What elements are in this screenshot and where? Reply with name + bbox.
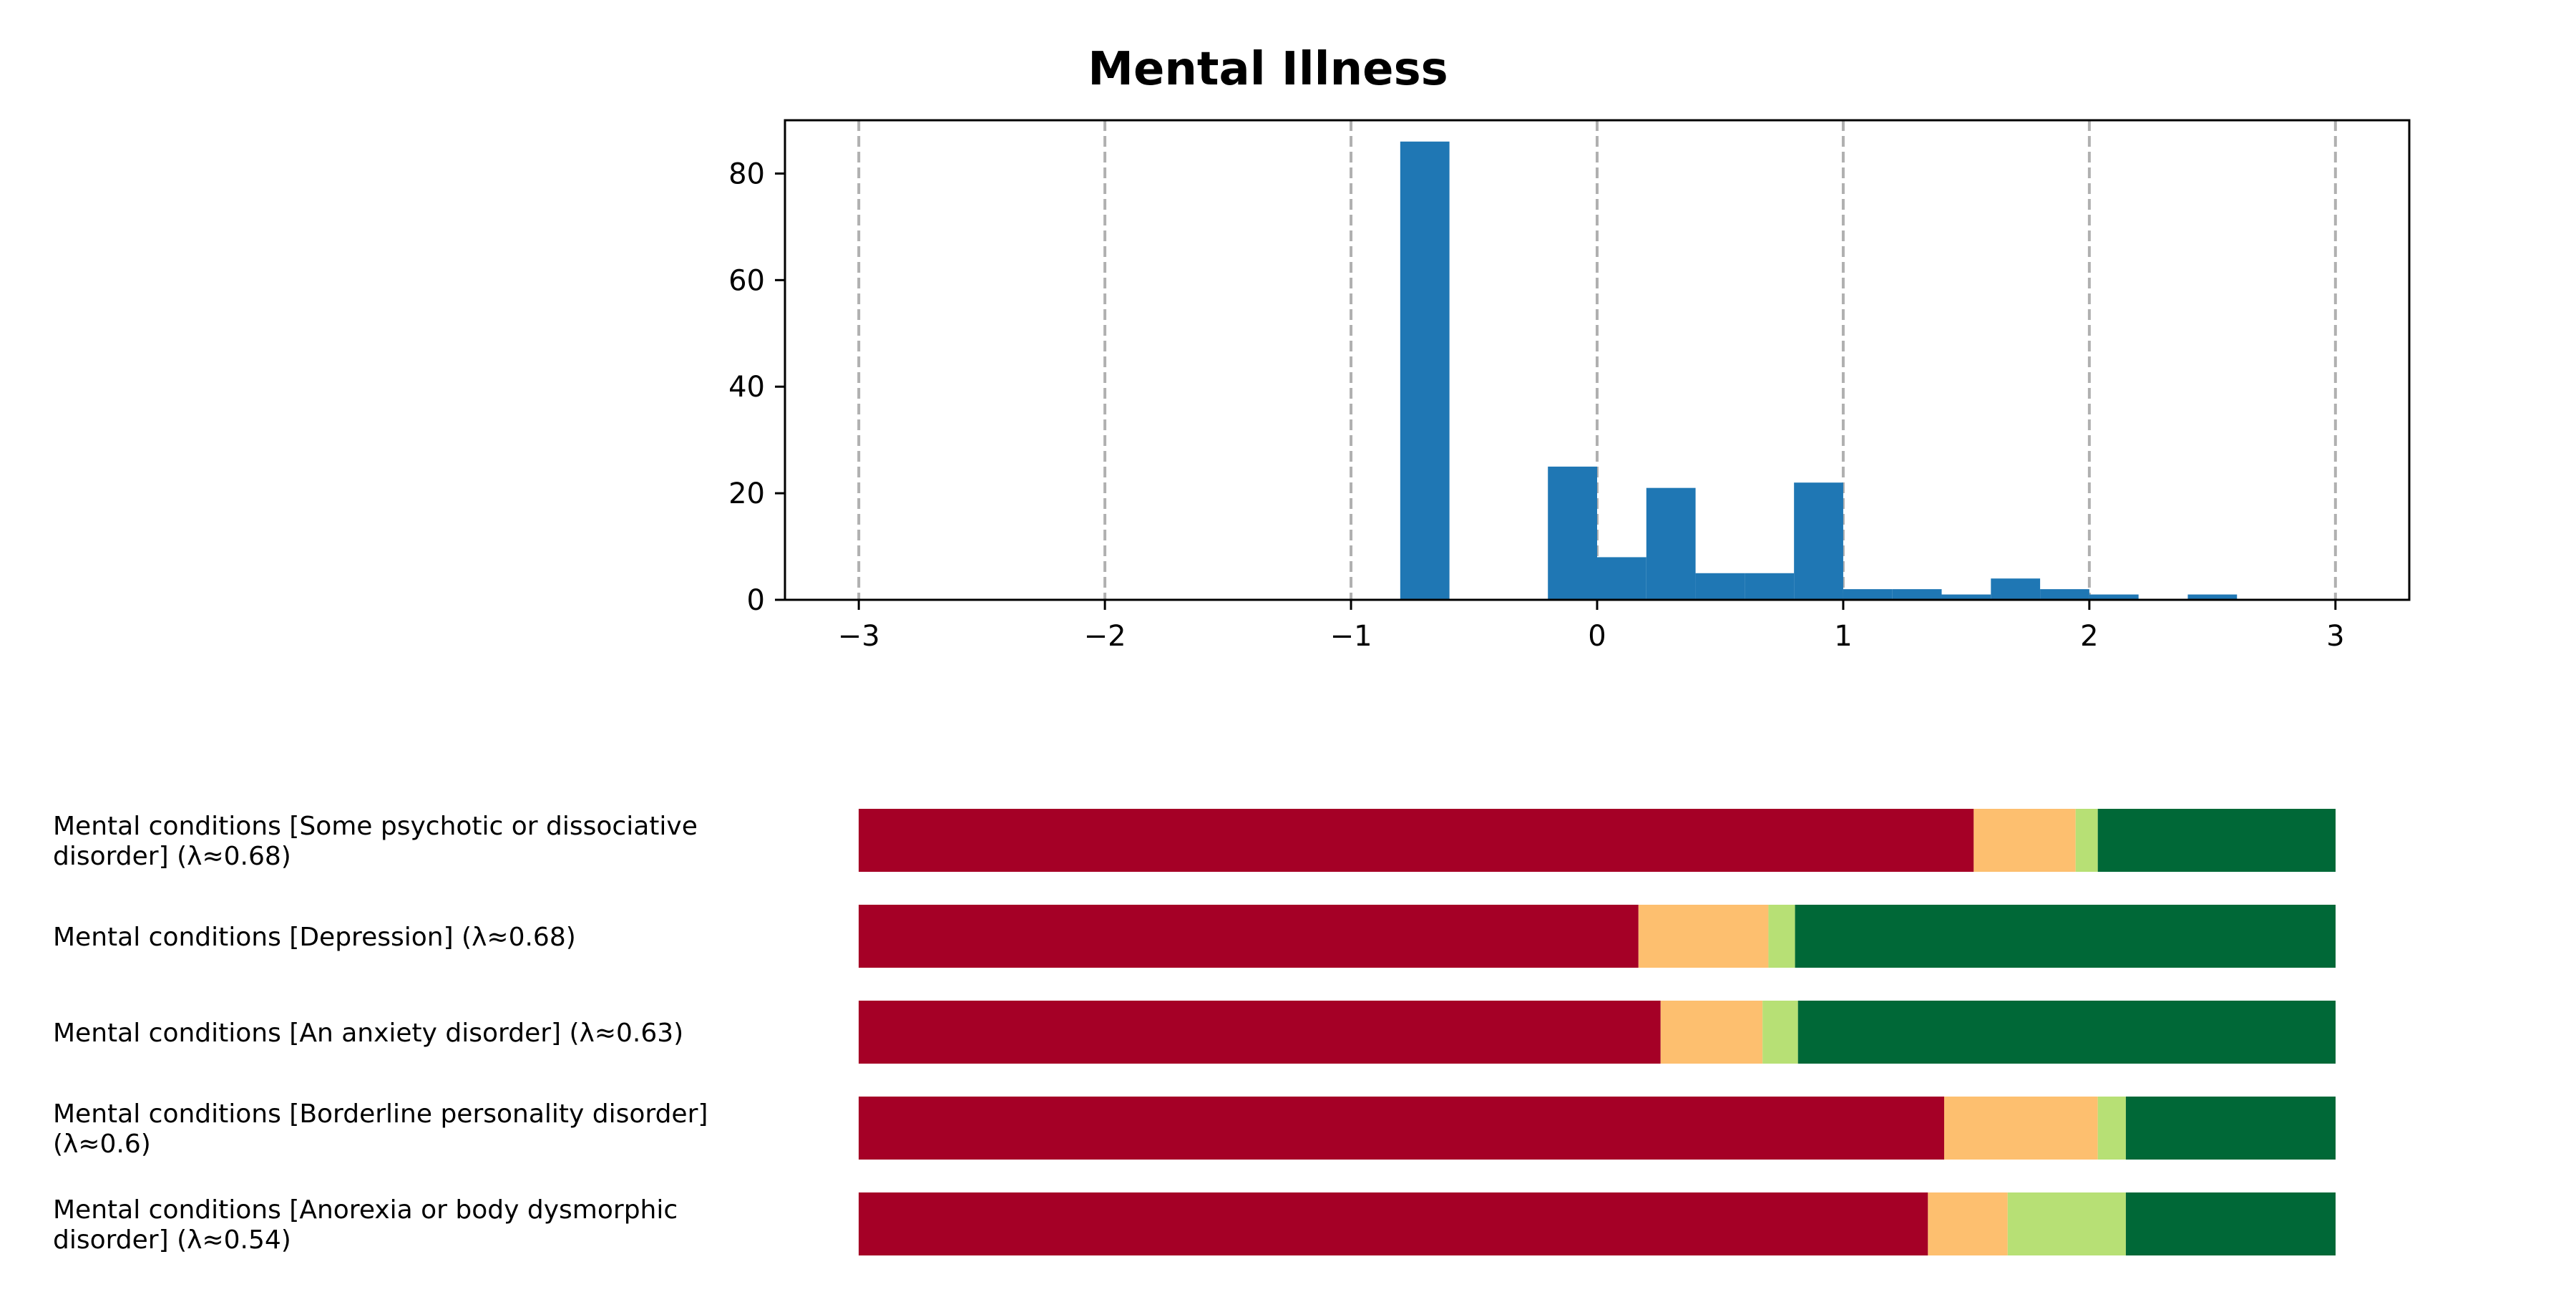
- stacked-segment: [1928, 1192, 2008, 1255]
- stacked-segment: [859, 809, 1974, 872]
- stacked-segment: [2007, 1192, 2126, 1255]
- y-tick-label: 60: [728, 264, 765, 297]
- row-label: Mental conditions [Some psychotic or dis…: [53, 812, 698, 841]
- stacked-segment: [859, 905, 1639, 968]
- row-label: disorder] (λ≈0.54): [53, 1225, 291, 1255]
- histogram-bar: [1597, 557, 1646, 600]
- histogram-bar: [2040, 589, 2089, 600]
- x-tick-label: 2: [2080, 620, 2098, 653]
- y-tick-label: 40: [728, 371, 765, 404]
- stacked-segment: [859, 1097, 1945, 1160]
- histogram-chart: Mental Illness −3 −2 −1 0 1 2 3 0 20 40 60 80: [728, 43, 2411, 653]
- stacked-segment: [2097, 809, 2336, 872]
- y-tick-label: 0: [747, 584, 765, 617]
- x-tick-label: −3: [838, 620, 880, 653]
- stacked-segment: [1944, 1097, 2098, 1160]
- stacked-segment: [1638, 905, 1769, 968]
- stacked-segment: [1768, 905, 1795, 968]
- stacked-segment: [2125, 1097, 2336, 1160]
- y-tick-label: 20: [728, 477, 765, 510]
- x-tick-label: −2: [1084, 620, 1126, 653]
- stacked-segment: [859, 1001, 1661, 1064]
- row-label: (λ≈0.6): [53, 1129, 151, 1159]
- y-tick-label: 80: [728, 157, 765, 190]
- row-label: Mental conditions [Borderline personalit…: [53, 1099, 708, 1129]
- stacked-segment: [2097, 1097, 2126, 1160]
- histogram-bar: [2187, 594, 2238, 600]
- x-tick-label: 0: [1588, 620, 1606, 653]
- histogram-bar: [1843, 589, 1893, 600]
- row-label: Mental conditions [An anxiety disorder] …: [53, 1019, 683, 1048]
- stacked-segment: [2125, 1192, 2336, 1255]
- stacked-segment: [1795, 905, 2336, 968]
- histogram-bar: [1695, 573, 1745, 600]
- histogram-bar: [1892, 589, 1942, 600]
- row-label: disorder] (λ≈0.68): [53, 842, 291, 871]
- stacked-segment: [1660, 1001, 1763, 1064]
- histogram-bar: [1646, 487, 1696, 600]
- histogram-bar: [1794, 482, 1843, 600]
- stacked-segment: [1762, 1001, 1798, 1064]
- stacked-bar-chart: Mental conditions [Some psychotic or dis…: [53, 809, 2336, 1255]
- histogram-bar: [1991, 578, 2041, 600]
- stacked-segment: [2075, 809, 2098, 872]
- histogram-bar: [1400, 141, 1450, 600]
- histogram-bar: [2089, 594, 2139, 600]
- x-tick-label: 1: [1834, 620, 1852, 653]
- x-tick-label: −1: [1330, 620, 1372, 653]
- stacked-segment: [1797, 1001, 2336, 1064]
- x-tick-label: 3: [2326, 620, 2344, 653]
- histogram-bar: [1548, 466, 1597, 600]
- stacked-segment: [1974, 809, 2076, 872]
- row-label: Mental conditions [Anorexia or body dysm…: [53, 1195, 678, 1225]
- histogram-bar: [1941, 594, 1991, 600]
- row-label: Mental conditions [Depression] (λ≈0.68): [53, 923, 576, 952]
- stacked-segment: [859, 1192, 1928, 1255]
- chart-title: Mental Illness: [1088, 43, 1448, 96]
- histogram-bar: [1745, 573, 1795, 600]
